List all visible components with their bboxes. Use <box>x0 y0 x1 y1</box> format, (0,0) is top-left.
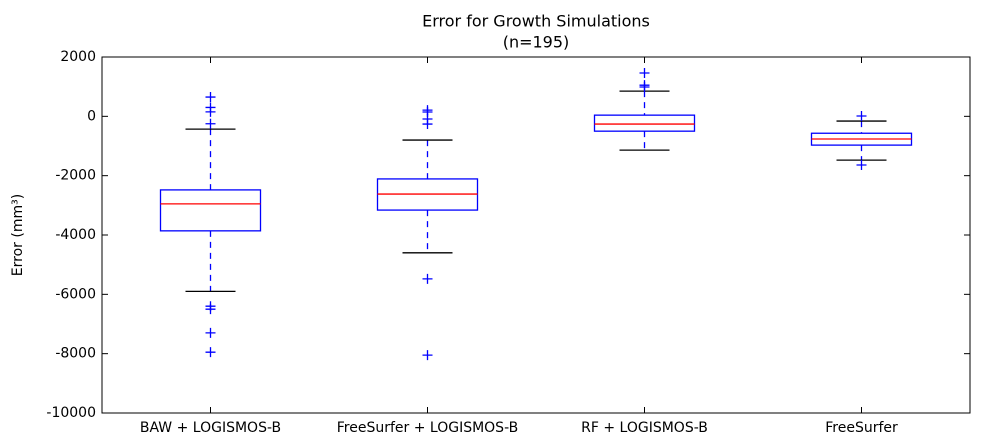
outlier <box>205 304 216 315</box>
outlier <box>639 68 650 79</box>
outlier <box>856 159 867 170</box>
chart-title: Error for Growth Simulations <box>422 12 650 31</box>
outlier <box>205 92 216 103</box>
y-tick-label: 2000 <box>60 49 96 65</box>
x-tick-label: FreeSurfer <box>825 420 898 436</box>
x-tick-label: BAW + LOGISMOS-B <box>140 420 281 436</box>
y-axis-label: Error (mm³) <box>10 194 26 276</box>
outlier <box>205 118 216 129</box>
outlier <box>205 106 216 117</box>
x-tick-label: FreeSurfer + LOGISMOS-B <box>337 420 518 436</box>
box <box>593 114 696 132</box>
y-tick-label: -8000 <box>55 346 96 362</box>
box <box>159 189 262 232</box>
outlier <box>422 119 433 130</box>
outlier <box>205 347 216 358</box>
y-tick-label: -10000 <box>46 405 96 421</box>
plot-frame <box>101 56 971 414</box>
chart-subtitle: (n=195) <box>503 33 570 52</box>
outlier <box>639 81 650 92</box>
y-tick-label: -6000 <box>55 286 96 302</box>
y-tick-label: 0 <box>87 108 96 124</box>
y-tick-label: -2000 <box>55 168 96 184</box>
y-tick-label: -4000 <box>55 227 96 243</box>
x-tick-label: RF + LOGISMOS-B <box>581 420 708 436</box>
outlier <box>205 327 216 338</box>
outlier <box>856 111 867 122</box>
outlier <box>422 350 433 361</box>
outlier <box>422 273 433 284</box>
